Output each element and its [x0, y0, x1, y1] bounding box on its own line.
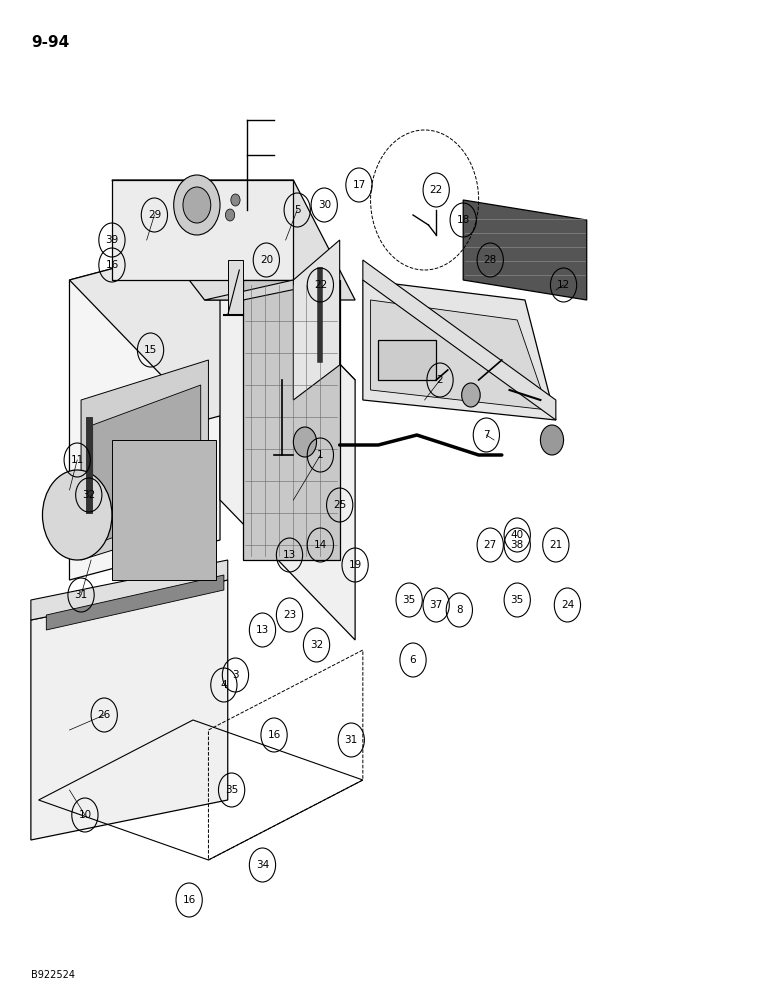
Text: 14: 14 — [313, 540, 327, 550]
Text: 27: 27 — [483, 540, 497, 550]
Text: 24: 24 — [560, 600, 574, 610]
Text: B922524: B922524 — [31, 970, 75, 980]
Polygon shape — [81, 360, 208, 560]
Text: 21: 21 — [549, 540, 563, 550]
Text: 22: 22 — [313, 280, 327, 290]
Text: 2: 2 — [437, 375, 443, 385]
Circle shape — [183, 187, 211, 223]
Text: 13: 13 — [283, 550, 296, 560]
Text: 29: 29 — [147, 210, 161, 220]
Text: 31: 31 — [74, 590, 88, 600]
Polygon shape — [31, 580, 228, 840]
Text: 19: 19 — [348, 560, 362, 570]
Text: 22: 22 — [429, 185, 443, 195]
Text: 13: 13 — [256, 625, 269, 635]
Text: 35: 35 — [225, 785, 239, 795]
Text: 39: 39 — [105, 235, 119, 245]
Circle shape — [42, 470, 112, 560]
Polygon shape — [69, 240, 355, 420]
Polygon shape — [371, 300, 548, 410]
Text: 1: 1 — [317, 450, 323, 460]
Text: 40: 40 — [510, 530, 524, 540]
Polygon shape — [93, 385, 201, 545]
Text: 38: 38 — [510, 540, 524, 550]
Polygon shape — [69, 240, 220, 580]
Text: 30: 30 — [317, 200, 331, 210]
Text: 7: 7 — [483, 430, 489, 440]
Polygon shape — [243, 280, 340, 560]
Text: 20: 20 — [259, 255, 273, 265]
Polygon shape — [463, 200, 587, 300]
Polygon shape — [112, 180, 355, 300]
Text: 35: 35 — [510, 595, 524, 605]
Text: 9-94: 9-94 — [31, 35, 69, 50]
Text: 15: 15 — [144, 345, 157, 355]
Text: 6: 6 — [410, 655, 416, 665]
Text: 26: 26 — [97, 710, 111, 720]
Text: 32: 32 — [82, 490, 96, 500]
Text: 34: 34 — [256, 860, 269, 870]
Text: 16: 16 — [105, 260, 119, 270]
Circle shape — [462, 383, 480, 407]
Text: 16: 16 — [182, 895, 196, 905]
Text: 32: 32 — [310, 640, 323, 650]
Polygon shape — [112, 180, 293, 280]
Circle shape — [293, 427, 317, 457]
Text: 10: 10 — [78, 810, 92, 820]
Polygon shape — [293, 240, 340, 400]
Polygon shape — [220, 240, 355, 640]
Circle shape — [540, 425, 564, 455]
Text: 11: 11 — [70, 455, 84, 465]
Text: 25: 25 — [333, 500, 347, 510]
Text: 17: 17 — [352, 180, 366, 190]
Polygon shape — [228, 260, 243, 315]
Text: 18: 18 — [456, 215, 470, 225]
Text: 4: 4 — [221, 680, 227, 690]
Polygon shape — [363, 280, 556, 420]
Polygon shape — [363, 260, 556, 420]
Text: 28: 28 — [483, 255, 497, 265]
Text: 12: 12 — [557, 280, 571, 290]
Text: 35: 35 — [402, 595, 416, 605]
Polygon shape — [31, 560, 228, 620]
Polygon shape — [46, 575, 224, 630]
Circle shape — [174, 175, 220, 235]
Circle shape — [231, 194, 240, 206]
Polygon shape — [205, 280, 340, 300]
Text: 37: 37 — [429, 600, 443, 610]
Text: 23: 23 — [283, 610, 296, 620]
Circle shape — [225, 209, 235, 221]
Text: 8: 8 — [456, 605, 462, 615]
FancyBboxPatch shape — [112, 440, 216, 580]
Polygon shape — [378, 340, 436, 380]
Text: 5: 5 — [294, 205, 300, 215]
Text: 31: 31 — [344, 735, 358, 745]
Text: 16: 16 — [267, 730, 281, 740]
Text: 3: 3 — [232, 670, 239, 680]
